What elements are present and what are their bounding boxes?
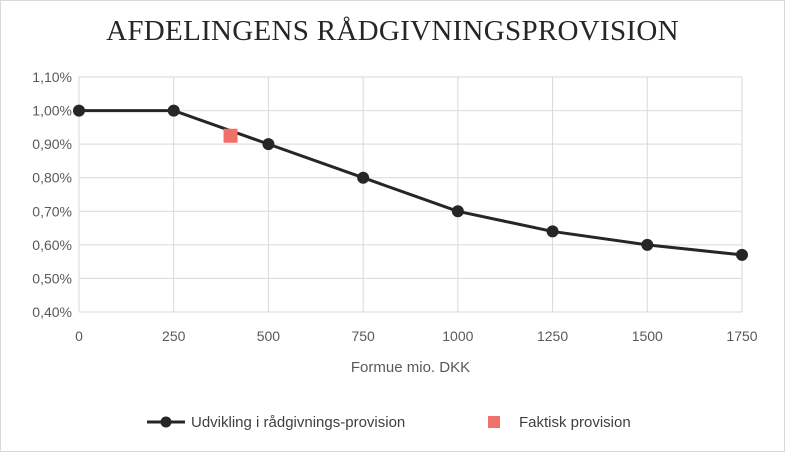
x-tick-label: 0 bbox=[75, 328, 83, 344]
y-tick-label: 0,60% bbox=[32, 237, 72, 253]
data-point bbox=[357, 171, 370, 184]
y-tick-label: 0,40% bbox=[32, 304, 72, 320]
y-tick-label: 0,80% bbox=[32, 170, 72, 186]
x-tick-label: 1750 bbox=[726, 328, 757, 344]
y-tick-label: 0,50% bbox=[32, 270, 72, 286]
data-point bbox=[546, 225, 559, 238]
data-point bbox=[167, 104, 180, 117]
y-tick-label: 1,10% bbox=[32, 69, 72, 85]
legend-label: Udvikling i rådgivnings-provision bbox=[191, 414, 405, 431]
x-tick-label: 1000 bbox=[442, 328, 473, 344]
y-tick-label: 1,00% bbox=[32, 103, 72, 119]
x-axis-title: Formue mio. DKK bbox=[351, 359, 470, 376]
faktisk-provision-marker bbox=[223, 128, 238, 143]
chart-title: AFDELINGENS RÅDGIVNINGSPROVISION bbox=[106, 15, 679, 47]
x-tick-label: 500 bbox=[257, 328, 281, 344]
x-tick-label: 250 bbox=[162, 328, 186, 344]
data-point bbox=[451, 205, 464, 218]
data-point bbox=[262, 138, 275, 151]
data-point bbox=[641, 238, 654, 251]
legend-label: Faktisk provision bbox=[519, 414, 631, 431]
y-tick-label: 0,90% bbox=[32, 136, 72, 152]
y-tick-label: 0,70% bbox=[32, 203, 72, 219]
x-tick-label: 1500 bbox=[632, 328, 663, 344]
data-point bbox=[736, 248, 748, 261]
series-line-udvikling bbox=[79, 109, 743, 257]
x-tick-label: 1250 bbox=[537, 328, 568, 344]
legend-marker-swatch bbox=[160, 416, 172, 428]
x-tick-label: 750 bbox=[351, 328, 375, 344]
data-point bbox=[73, 104, 85, 117]
legend-square-swatch bbox=[488, 416, 500, 428]
